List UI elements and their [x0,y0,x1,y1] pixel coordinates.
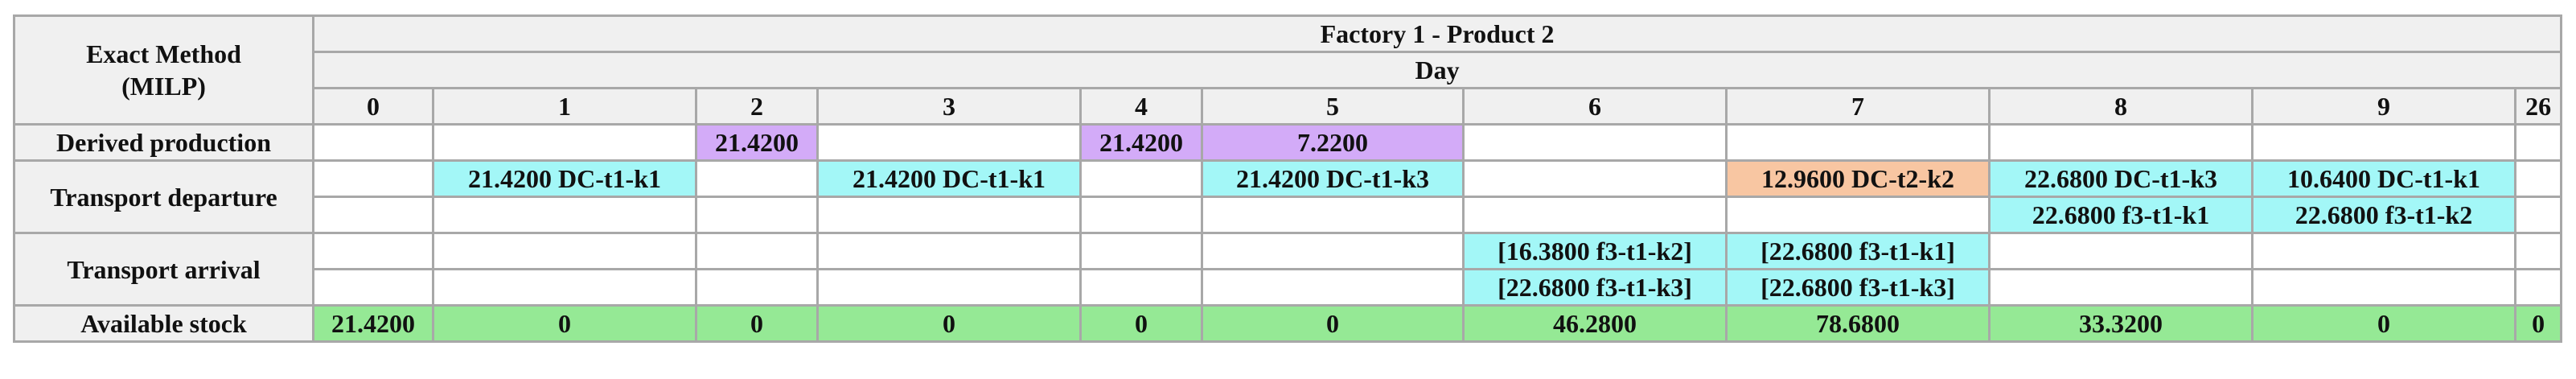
empty-cell [432,232,697,270]
empty-cell [1079,159,1203,198]
data-row: Transport arrival [16.3800 f3-t1-k2] [22.6… [13,232,2563,307]
empty-cell [2513,232,2563,270]
empty-cell [816,123,1082,162]
empty-cell [1201,232,1465,270]
empty-cell [1725,123,1991,162]
day-cell: 0 [312,87,434,126]
empty-cell [2513,159,2563,198]
empty-cell [312,268,434,307]
empty-cell [695,159,819,198]
value-cell: 21.4200 [312,304,434,343]
value-cell: 0 [432,304,697,343]
value-cell: [22.6800 f3-t1-k3] [1725,268,1991,307]
empty-cell [816,268,1082,307]
empty-cell [432,196,697,234]
empty-cell [1079,268,1203,307]
empty-cell [2251,232,2516,270]
value-cell: 7.2200 [1201,123,1465,162]
value-cell: 21.4200 DC-t1-k1 [816,159,1082,198]
empty-cell [2513,196,2563,234]
subtitle-cell: Day [311,51,2563,89]
value-cell: 12.9600 DC-t2-k2 [1725,159,1991,198]
empty-cell [816,232,1082,270]
empty-cell [1201,268,1465,307]
day-cell: 5 [1201,87,1465,126]
value-cell: 0 [1079,304,1203,343]
empty-cell [695,196,819,234]
empty-cell [1462,123,1728,162]
empty-cell [1988,123,2253,162]
day-cell: 8 [1988,87,2253,126]
empty-cell [2251,123,2516,162]
day-cell: 7 [1725,87,1991,126]
empty-cell [1988,268,2253,307]
value-cell: 78.6800 [1725,304,1991,343]
empty-cell [1079,196,1203,234]
value-cell: 21.4200 DC-t1-k3 [1201,159,1465,198]
value-cell: 46.2800 [1462,304,1728,343]
empty-cell [695,232,819,270]
value-cell: 0 [695,304,819,343]
day-cell: 1 [432,87,697,126]
value-cell: 33.3200 [1988,304,2253,343]
empty-cell [432,123,697,162]
row-label: Available stock [13,304,314,343]
data-row: 22.6800 f3-t1-k1 22.6800 f3-t1-k2 [14,196,2563,234]
empty-cell [1462,196,1728,234]
empty-cell [312,159,434,198]
empty-cell [2251,268,2516,307]
empty-cell [2513,268,2563,307]
value-cell: [22.6800 f3-t1-k3] [1462,268,1728,307]
corner-text: (MILP) [121,72,206,101]
row-label: Transport departure [13,159,314,234]
header-row: 0 1 2 3 4 5 6 7 8 9 26 [14,87,2563,126]
corner-cell: Exact Method (MILP) [13,14,314,126]
empty-cell [312,123,434,162]
value-cell: 22.6800 f3-t1-k2 [2251,196,2516,234]
data-row: Transport departure 21.4200 DC-t1-k1 21.42… [13,159,2563,234]
day-cell: 9 [2251,87,2516,126]
empty-cell [1462,159,1728,198]
empty-cell [312,196,434,234]
value-cell: 10.6400 DC-t1-k1 [2251,159,2516,198]
empty-cell [1079,232,1203,270]
row-label: Transport arrival [13,232,314,307]
empty-cell [2513,123,2563,162]
data-row: Derived production 21.4200 21.4200 7.2200 [13,123,2563,162]
value-cell: 21.4200 [1079,123,1203,162]
day-cell: 26 [2513,87,2563,126]
day-cell: 4 [1079,87,1203,126]
title-cell: Factory 1 - Product 2 [311,14,2563,53]
row-label: Derived production [13,123,314,162]
data-row: [22.6800 f3-t1-k3] [22.6800 f3-t1-k3] [14,268,2563,307]
value-cell: 0 [2513,304,2563,343]
value-cell: 21.4200 [695,123,819,162]
value-cell: 22.6800 DC-t1-k3 [1988,159,2253,198]
value-cell: 0 [816,304,1082,343]
value-cell: 21.4200 DC-t1-k1 [432,159,697,198]
day-cell: 3 [816,87,1082,126]
data-row: Available stock 21.4200 0 0 0 0 0 46.2800 78.680… [13,304,2563,343]
corner-text: Exact Method [86,39,241,68]
day-cell: 2 [695,87,819,126]
value-cell: [16.3800 f3-t1-k2] [1462,232,1728,270]
day-cell: 6 [1462,87,1728,126]
header-row: Exact Method (MILP) Factory 1 - Product 2 [13,14,2563,126]
value-cell: [22.6800 f3-t1-k1] [1725,232,1991,270]
empty-cell [695,268,819,307]
value-cell: 0 [2251,304,2516,343]
header-row: Day [14,51,2563,89]
value-cell: 0 [1201,304,1465,343]
empty-cell [432,268,697,307]
empty-cell [1201,196,1465,234]
value-cell: 22.6800 f3-t1-k1 [1988,196,2253,234]
empty-cell [1988,232,2253,270]
empty-cell [312,232,434,270]
empty-cell [1725,196,1991,234]
empty-cell [816,196,1082,234]
